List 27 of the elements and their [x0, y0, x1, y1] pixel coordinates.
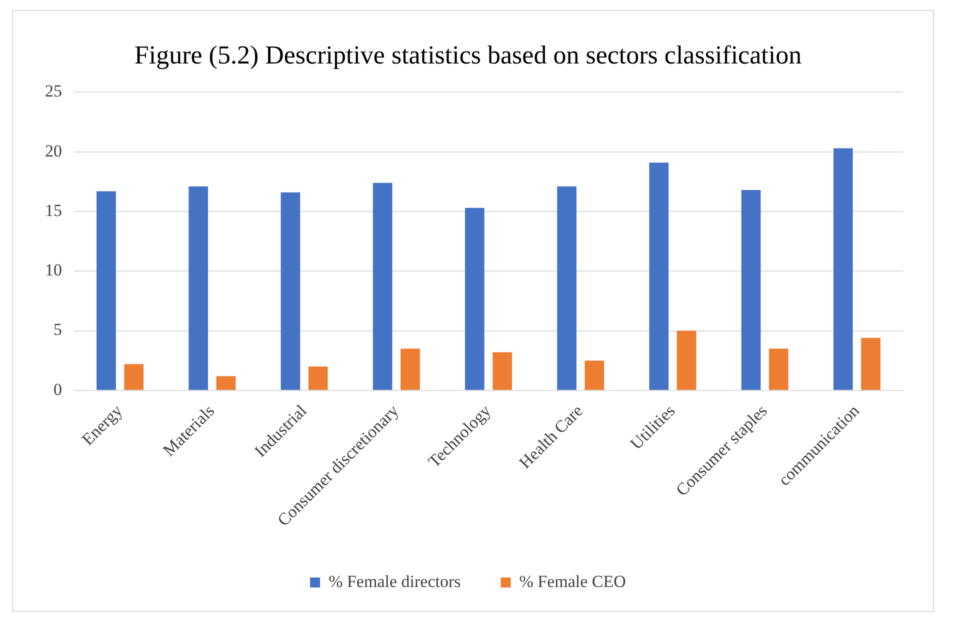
bar	[676, 330, 696, 390]
bar	[216, 376, 236, 390]
bar	[584, 360, 604, 390]
y-tick-label: 10	[45, 260, 62, 280]
bar	[741, 190, 761, 390]
legend-label: % Female directors	[328, 572, 461, 591]
chart-title: Figure (5.2) Descriptive statistics based on sectors classification	[134, 40, 802, 70]
y-tick-label: 0	[54, 380, 62, 399]
bar	[188, 186, 208, 390]
bar	[124, 364, 144, 390]
bar	[557, 186, 576, 390]
bar	[492, 352, 512, 390]
bar	[372, 182, 392, 390]
bar	[308, 366, 328, 390]
bar	[400, 348, 420, 390]
y-tick-label: 15	[45, 200, 62, 220]
legend-label: % Female CEO	[519, 572, 626, 591]
bar	[96, 191, 116, 390]
y-tick-label: 5	[54, 320, 62, 340]
bar	[768, 348, 788, 390]
bar	[280, 192, 300, 390]
bar	[465, 208, 484, 390]
bar	[833, 148, 853, 390]
bar	[861, 338, 880, 390]
bar	[649, 162, 669, 390]
y-tick-label: 25	[45, 82, 62, 101]
y-tick-label: 20	[45, 141, 62, 160]
